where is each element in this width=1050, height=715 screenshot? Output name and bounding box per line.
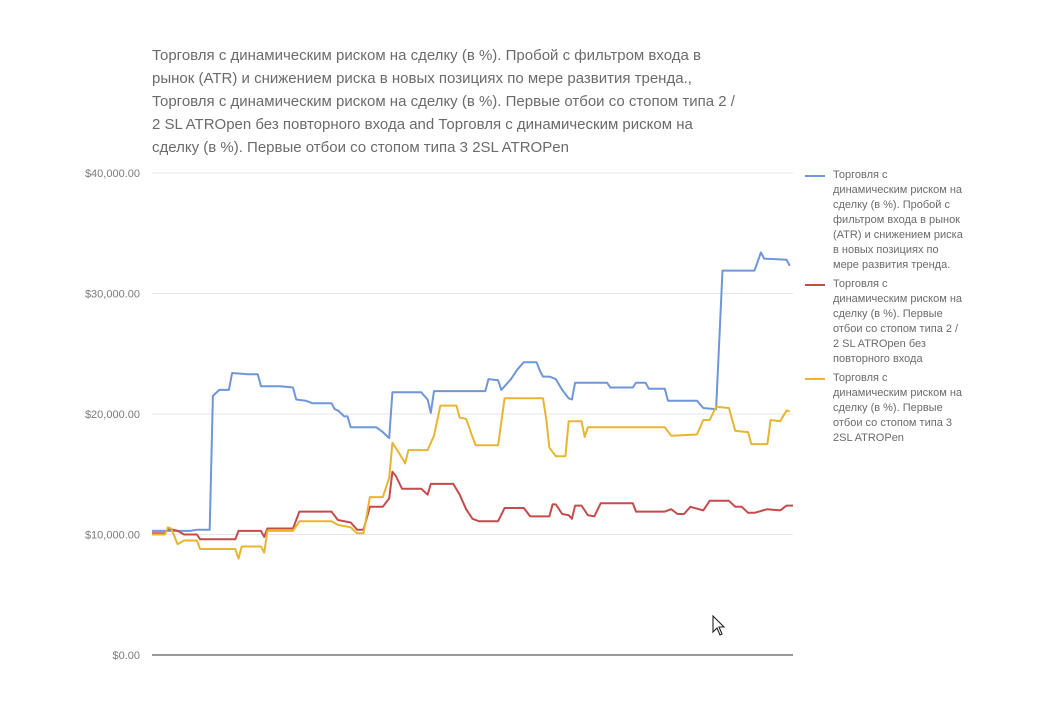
legend-label-line: динамическим риском на bbox=[833, 293, 963, 305]
legend-swatch bbox=[805, 378, 825, 380]
legend-label-line: 2SL ATROPen bbox=[833, 432, 904, 444]
legend-label-line: повторного входа bbox=[833, 353, 923, 365]
legend-label-line: Торговля с bbox=[833, 372, 888, 384]
y-tick-label: $30,000.00 bbox=[85, 289, 140, 301]
y-tick-label: $20,000.00 bbox=[85, 409, 140, 421]
legend-label-line: динамическим риском на bbox=[833, 387, 963, 399]
legend-label-line: сделку (в %). Пробой с bbox=[833, 199, 950, 211]
legend-swatch bbox=[805, 175, 825, 177]
series-line-1 bbox=[152, 251, 791, 532]
y-tick-label: $10,000.00 bbox=[85, 530, 140, 542]
legend-label-line: Торговля с bbox=[833, 169, 888, 181]
series-line-3 bbox=[152, 397, 791, 560]
legend-label-line: мере развития тренда. bbox=[833, 259, 951, 271]
chart-legend: Торговля с динамическим риском на сделку (… bbox=[805, 168, 1005, 450]
legend-label: Торговля с динамическим риском на сделку (… bbox=[833, 371, 1005, 446]
legend-label-line: 2 SL ATROpen без bbox=[833, 338, 926, 350]
chart-title-line: рынок (ATR) и снижением риска в новых по… bbox=[152, 70, 692, 87]
legend-label: Торговля с динамическим риском на сделку (… bbox=[833, 168, 1005, 273]
legend-item-1[interactable]: Торговля с динамическим риском на сделку (… bbox=[805, 168, 1005, 273]
legend-item-2[interactable]: Торговля с динамическим риском на сделку (… bbox=[805, 277, 1005, 367]
chart-title: Торговля с динамическим риском на сделку… bbox=[152, 44, 767, 159]
y-tick-label: $40,000.00 bbox=[85, 168, 140, 180]
legend-label-line: динамическим риском на bbox=[833, 184, 963, 196]
series-line-2 bbox=[152, 470, 793, 541]
legend-label-line: (ATR) и снижением риска bbox=[833, 229, 963, 241]
legend-label-line: отбои со стопом типа 3 bbox=[833, 417, 952, 429]
legend-label-line: сделку (в %). Первые bbox=[833, 402, 943, 414]
chart-title-line: 2 SL ATROpen без повторного входа and То… bbox=[152, 116, 693, 133]
legend-swatch bbox=[805, 284, 825, 286]
chart-title-line: Торговля с динамическим риском на сделку… bbox=[152, 93, 735, 110]
legend-label-line: Торговля с bbox=[833, 278, 888, 290]
legend-item-3[interactable]: Торговля с динамическим риском на сделку (… bbox=[805, 371, 1005, 446]
chart-title-line: Торговля с динамическим риском на сделку… bbox=[152, 47, 701, 64]
legend-label-line: сделку (в %). Первые bbox=[833, 308, 943, 320]
legend-label-line: фильтром входа в рынок bbox=[833, 214, 960, 226]
mouse-cursor-icon bbox=[712, 615, 726, 636]
y-tick-label: $0.00 bbox=[112, 650, 140, 662]
legend-label: Торговля с динамическим риском на сделку (… bbox=[833, 277, 1005, 367]
chart-title-line: сделку (в %). Первые отбои со стопом тип… bbox=[152, 139, 569, 156]
legend-label-line: в новых позициях по bbox=[833, 244, 939, 256]
legend-label-line: отбои со стопом типа 2 / bbox=[833, 323, 959, 335]
